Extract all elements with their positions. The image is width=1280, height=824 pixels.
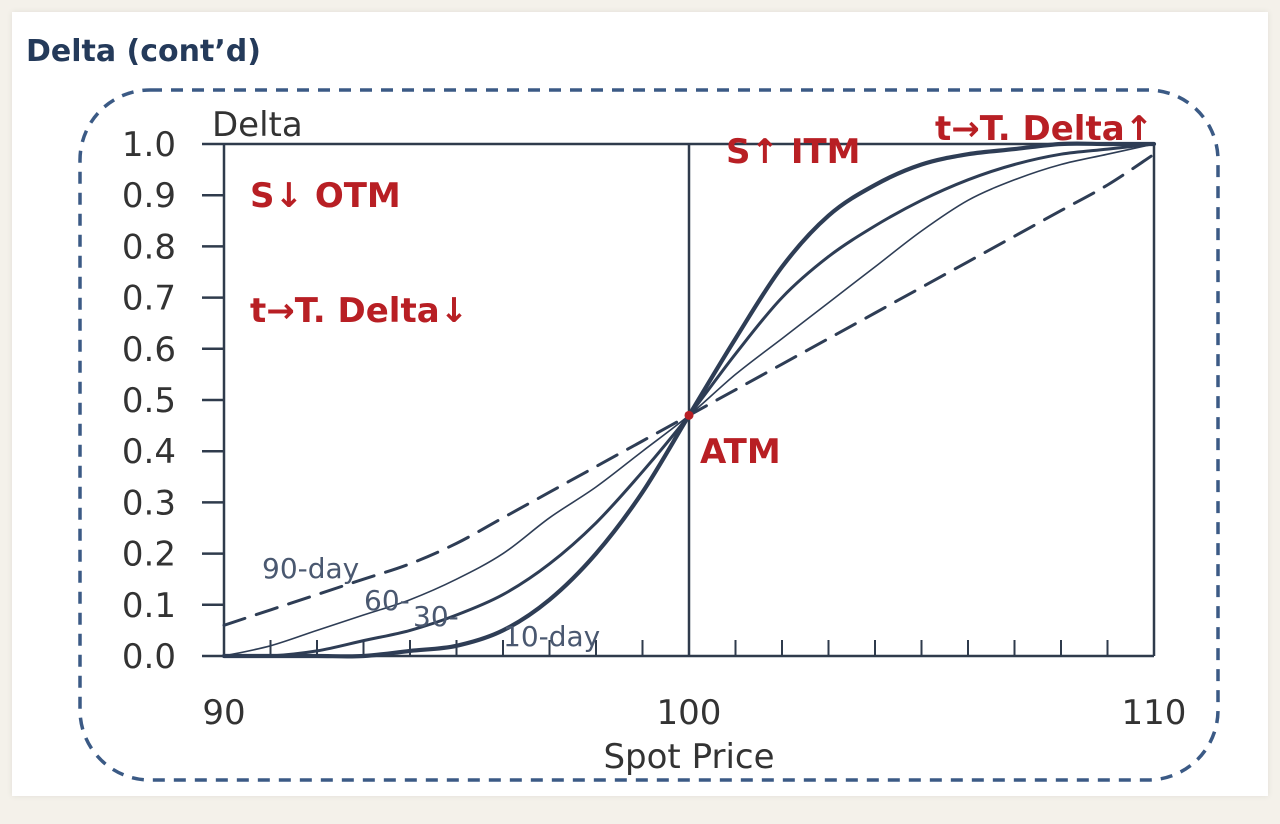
x-tick-label: 110 [1122, 693, 1187, 733]
annotation-itm-time: t→T. Delta↑ [935, 109, 1153, 149]
x-tick-label: 100 [657, 693, 722, 733]
y-tick-label: 0.6 [122, 330, 176, 370]
annotation-itm: S↑ ITM [726, 132, 861, 172]
y-tick-label: 0.0 [122, 637, 176, 677]
y-tick-label: 0.7 [122, 279, 176, 319]
y-tick-label: 0.1 [122, 586, 176, 626]
series-label: 60- [364, 584, 410, 617]
annotation-otm: S↓ OTM [250, 176, 401, 216]
annotation-atm: ATM [700, 432, 781, 472]
x-tick-label: 90 [202, 693, 245, 733]
annotation-otm-time: t→T. Delta↓ [250, 291, 468, 331]
y-tick-label: 0.5 [122, 381, 176, 421]
series-label: 90-day [262, 552, 359, 585]
x-axis-title: Spot Price [603, 737, 774, 777]
slide-title: Delta (cont’d) [26, 34, 261, 69]
y-axis-title: Delta [212, 105, 303, 145]
highlight-frame [78, 88, 1220, 782]
y-tick-label: 0.9 [122, 176, 176, 216]
atm-point [684, 410, 694, 420]
series-label: 30- [413, 600, 459, 633]
plot-area: 0.0 0.1 0.2 0.3 0.4 0.5 0.6 0.7 0.8 0.9 1.0 90 100 11… [122, 105, 1187, 777]
y-tick-label: 0.4 [122, 432, 176, 472]
y-tick-label: 0.2 [122, 535, 176, 575]
y-tick-label: 0.3 [122, 483, 176, 523]
y-tick-label: 0.8 [122, 227, 176, 267]
y-tick-label: 1.0 [122, 125, 176, 165]
series-label: 10-day [503, 620, 600, 653]
